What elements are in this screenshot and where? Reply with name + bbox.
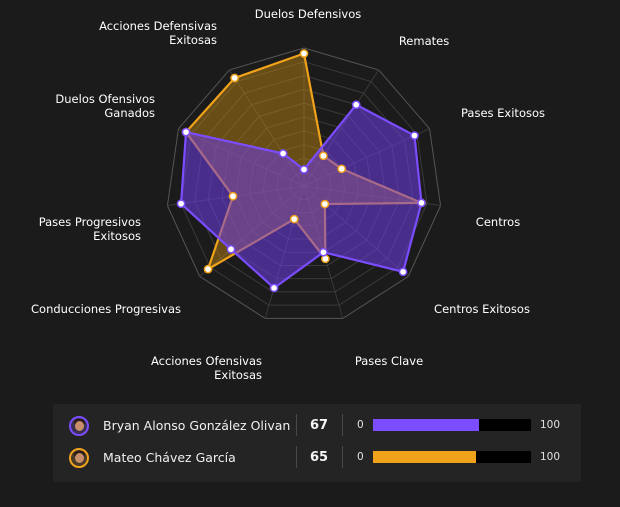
- data-point: [337, 164, 347, 174]
- axis-label-line: Pases Clave: [355, 354, 423, 368]
- data-point: [203, 264, 213, 274]
- axis-label-line: Conducciones Progresivas: [31, 302, 181, 316]
- axis-label-line: Remates: [399, 34, 449, 48]
- axis-label-line: Centros: [476, 215, 520, 229]
- axis-label: Pases Clave: [355, 354, 423, 368]
- data-point: [228, 191, 238, 201]
- legend-row-player-1[interactable]: Bryan Alonso González Olivan 67 0 100: [53, 413, 581, 443]
- axis-label: Centros Exitosos: [434, 302, 530, 316]
- axis-label-line: Acciones Ofensivas: [151, 354, 262, 368]
- score-bar-fill: [373, 419, 479, 431]
- grid-ring: [180, 61, 428, 306]
- grid-ring: [166, 47, 442, 319]
- score-bar-fill: [373, 451, 476, 463]
- axis-label-line: Exitosas: [169, 33, 217, 47]
- axis-label-line: Pases Progresivos: [39, 215, 141, 229]
- data-point: [417, 198, 426, 208]
- axis-label-line: Duelos Ofensivos: [55, 92, 155, 106]
- axis-label-line: Duelos Defensivos: [255, 7, 361, 21]
- player-name: Mateo Chávez García: [103, 450, 236, 465]
- data-point: [410, 131, 419, 140]
- axis-label: Acciones Defensivas Exitosas: [99, 19, 217, 47]
- data-point: [398, 267, 408, 277]
- data-point: [269, 283, 279, 293]
- divider: [342, 414, 343, 436]
- data-point: [319, 247, 328, 257]
- series-area: [179, 103, 423, 290]
- axis-label: Pases Progresivos Exitosos: [39, 215, 141, 243]
- player-score: 67: [309, 418, 329, 433]
- player-name: Bryan Alonso González Olivan: [103, 418, 291, 433]
- player-avatar-icon: [69, 448, 89, 468]
- axis-label: Duelos Ofensivos Ganados: [55, 92, 155, 120]
- axis-label: Pases Exitosos: [461, 106, 545, 120]
- data-point: [226, 244, 236, 254]
- data-point: [320, 199, 330, 209]
- data-point: [299, 165, 309, 174]
- axis-label: Duelos Defensivos: [255, 7, 361, 21]
- axis-label-line: Exitosos: [93, 229, 141, 243]
- divider: [296, 414, 297, 436]
- bar-min-label: 0: [357, 419, 364, 431]
- bar-max-label: 100: [540, 451, 561, 463]
- comparison-legend: Bryan Alonso González Olivan 67 0 100 Ma…: [53, 404, 581, 482]
- axis-label: Conducciones Progresivas: [31, 302, 181, 316]
- axis-label: Remates: [399, 34, 449, 48]
- player-avatar-icon: [69, 416, 89, 436]
- data-point: [351, 100, 361, 110]
- radar-svg: Duelos Defensivos Remates Pases Exitosos Ce…: [31, 7, 545, 382]
- data-point: [230, 73, 239, 83]
- axis-label-line: Centros Exitosos: [434, 302, 530, 316]
- axis-label: Acciones Ofensivas Exitosas: [151, 354, 262, 382]
- legend-row-player-2[interactable]: Mateo Chávez García 65 0 100: [53, 445, 581, 475]
- radar-chart: Duelos Defensivos Remates Pases Exitosos Ce…: [31, 7, 545, 382]
- data-point: [278, 149, 288, 158]
- axis-label: Centros: [476, 215, 520, 229]
- divider: [342, 446, 343, 468]
- axis-label-line: Pases Exitosos: [461, 106, 545, 120]
- bar-max-label: 100: [540, 419, 561, 431]
- axis-label-line: Ganados: [104, 106, 155, 120]
- data-point: [319, 151, 328, 161]
- divider: [296, 446, 297, 468]
- bar-min-label: 0: [357, 451, 364, 463]
- axis-label-line: Exitosas: [214, 368, 262, 382]
- data-point: [181, 127, 191, 137]
- score-bar-track: [373, 451, 531, 463]
- data-point: [176, 199, 186, 209]
- axis-label-line: Acciones Defensivas: [99, 19, 217, 33]
- data-point: [289, 214, 299, 224]
- player-score: 65: [309, 450, 329, 465]
- data-point: [299, 49, 309, 58]
- score-bar-track: [373, 419, 531, 431]
